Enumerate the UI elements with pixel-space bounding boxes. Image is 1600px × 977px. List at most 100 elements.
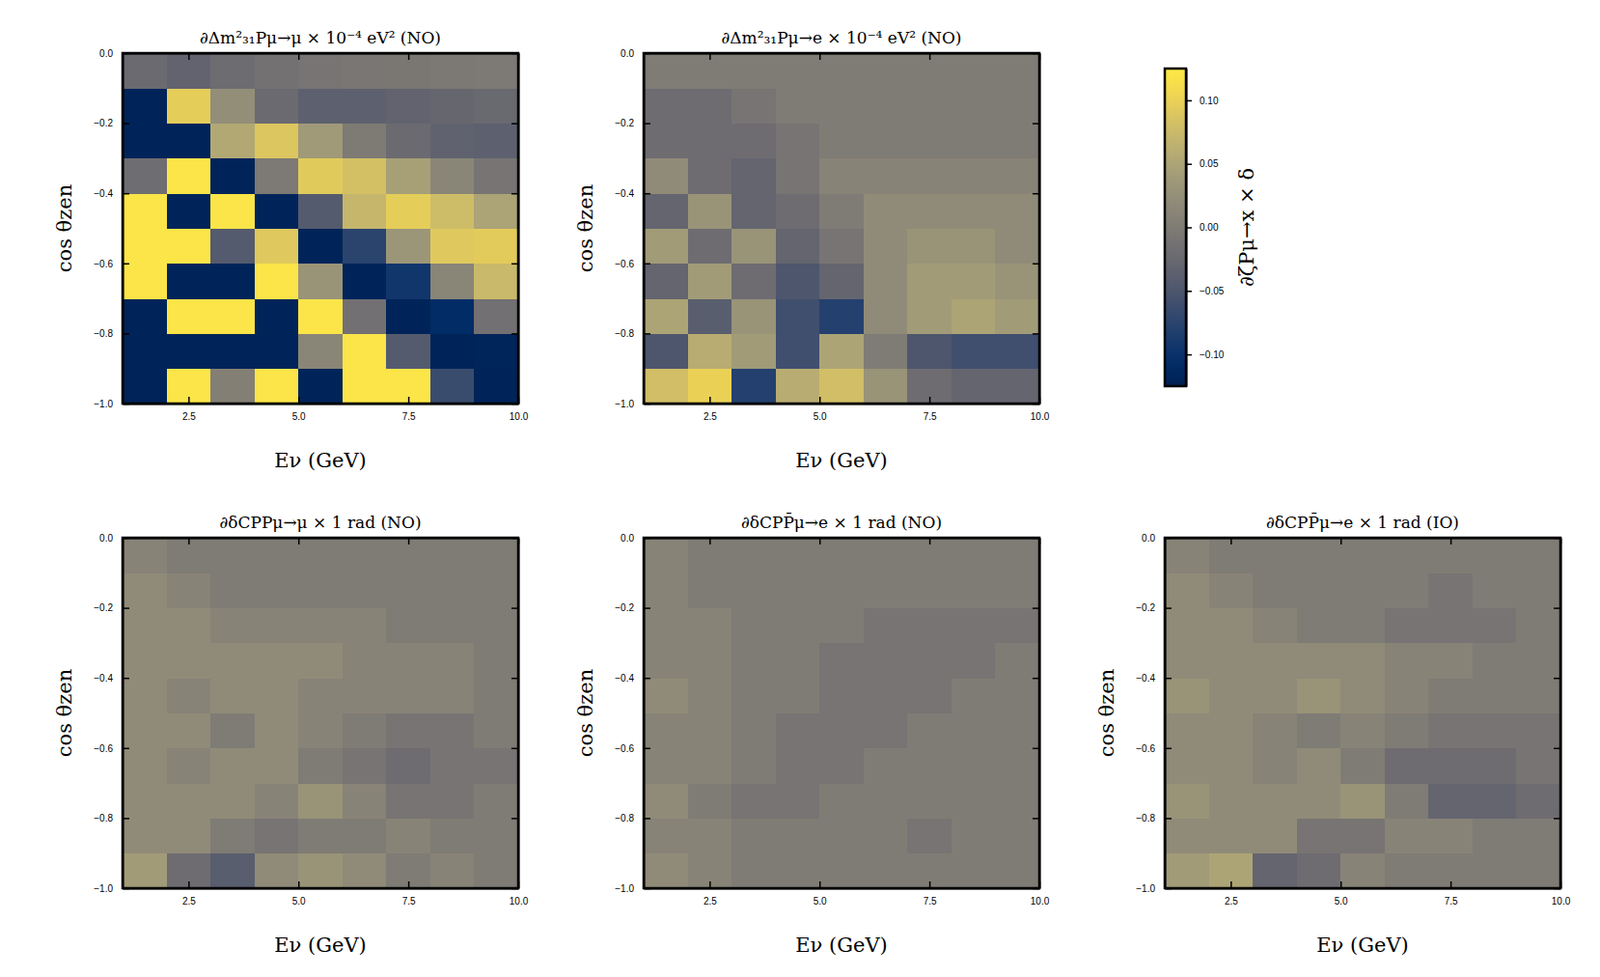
cell: [298, 537, 343, 574]
tick-label: 7.5: [402, 895, 416, 907]
tick-label: 10.0: [509, 895, 529, 907]
cell: [731, 713, 776, 749]
colorbar: −0.10−0.050.000.050.10∂ζPμ→x × δ: [1164, 68, 1259, 387]
cell: [731, 817, 776, 854]
cell: [254, 747, 300, 784]
cell: [1209, 713, 1254, 749]
cell: [166, 572, 212, 608]
cell: [994, 87, 1040, 124]
cell: [1164, 607, 1210, 644]
cell: [1472, 853, 1518, 888]
cell: [688, 228, 733, 265]
cell: [298, 53, 343, 89]
cell: [166, 368, 212, 404]
cell: [386, 263, 431, 300]
cell: [643, 158, 689, 194]
cell: [775, 713, 821, 749]
cell: [731, 123, 776, 160]
cell: [166, 607, 212, 644]
tick-label: −1.0: [614, 882, 635, 894]
tick-label: −0.4: [614, 188, 635, 199]
cell: [298, 713, 343, 749]
tick-label: 5.0: [1334, 895, 1349, 907]
cell: [907, 123, 952, 160]
cell: [254, 228, 300, 265]
cell: [863, 747, 909, 784]
cell: [430, 228, 475, 265]
tick-label: −0.2: [93, 117, 113, 129]
cell: [643, 193, 689, 229]
tick: −0.05: [1186, 285, 1225, 297]
cell: [775, 782, 821, 819]
cell: [298, 677, 343, 714]
cell: [951, 298, 996, 334]
cell: [342, 537, 387, 574]
cell: [1209, 642, 1254, 679]
cell: [688, 782, 733, 819]
cell: [122, 263, 167, 300]
cell: [643, 853, 689, 888]
cell: [166, 677, 212, 714]
cell: [643, 677, 689, 714]
cell: [819, 193, 864, 229]
cell: [473, 782, 519, 819]
tick-label: 2.5: [703, 895, 718, 907]
cell: [1472, 572, 1518, 608]
cell: [775, 263, 821, 300]
cell: [731, 677, 776, 714]
cell: [951, 537, 996, 574]
tick: −0.2: [93, 602, 130, 613]
cell: [775, 53, 821, 89]
cell: [688, 158, 733, 194]
cell: [775, 123, 821, 160]
cell: [473, 158, 519, 194]
cell: [386, 853, 431, 888]
cell: [1384, 642, 1430, 679]
cell: [643, 87, 689, 124]
cell: [731, 158, 776, 194]
cell: [210, 642, 255, 679]
cell: [688, 193, 733, 229]
cell: [1296, 853, 1342, 888]
cell: [342, 263, 387, 300]
cell: [122, 677, 167, 714]
cell: [473, 368, 519, 404]
cell: [1428, 713, 1473, 749]
cell: [342, 572, 387, 608]
cell: [210, 782, 255, 819]
cell: [819, 677, 864, 714]
panel: 2.55.07.510.00.0−0.2−0.4−0.6−0.8−1.0∂Δm²…: [53, 27, 529, 472]
cell: [473, 642, 519, 679]
cell: [254, 607, 300, 644]
cell: [430, 158, 475, 194]
cell: [386, 228, 431, 265]
cell: [473, 607, 519, 644]
tick: −0.2: [614, 602, 651, 613]
tick-label: 7.5: [402, 411, 416, 422]
cell: [473, 537, 519, 574]
tick: −0.8: [614, 328, 651, 339]
cell: [1516, 713, 1561, 749]
cell: [863, 572, 909, 608]
cell: [775, 817, 821, 854]
cell: [951, 747, 996, 784]
cell: [819, 228, 864, 265]
cell: [775, 158, 821, 194]
tick-label: 0.05: [1199, 158, 1219, 169]
cell: [1252, 537, 1297, 574]
cell: [688, 123, 733, 160]
cell: [775, 87, 821, 124]
cell: [1252, 747, 1297, 784]
cell: [994, 607, 1040, 644]
x-axis: 2.55.07.510.0: [1165, 881, 1572, 907]
cell: [342, 53, 387, 89]
cell: [775, 642, 821, 679]
cell: [1164, 713, 1210, 749]
cell: [643, 263, 689, 300]
figure: 2.55.07.510.00.0−0.2−0.4−0.6−0.8−1.0∂Δm²…: [0, 0, 1600, 977]
cell: [473, 817, 519, 854]
cell: [731, 298, 776, 334]
cell: [731, 537, 776, 574]
cell: [1164, 572, 1210, 608]
cell: [819, 298, 864, 334]
